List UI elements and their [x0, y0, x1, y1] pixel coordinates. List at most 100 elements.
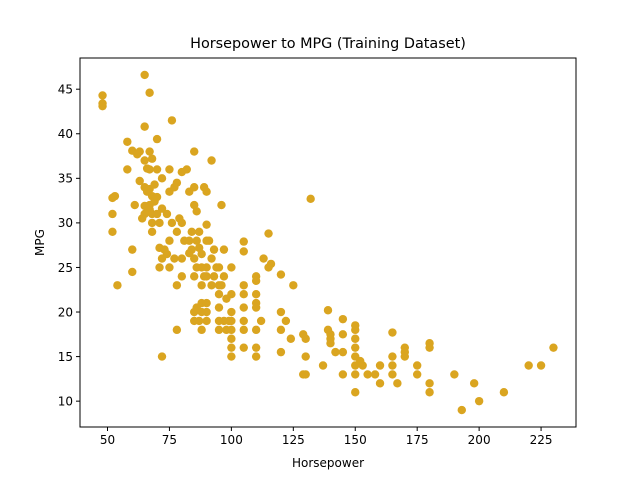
data-point	[289, 281, 298, 290]
data-point	[172, 325, 182, 335]
data-point	[177, 272, 187, 281]
data-point	[187, 227, 196, 236]
data-point	[145, 165, 154, 174]
data-point	[202, 272, 211, 281]
data-point	[145, 88, 154, 97]
y-tick-label: 25	[58, 261, 73, 275]
data-point	[162, 209, 172, 219]
x-tick-label: 150	[344, 433, 367, 447]
data-point	[388, 328, 397, 337]
data-point	[450, 370, 459, 379]
data-point	[162, 249, 172, 259]
data-point	[147, 154, 157, 163]
data-point	[457, 405, 466, 415]
data-point	[152, 192, 162, 202]
data-point	[388, 361, 397, 370]
data-point	[98, 101, 107, 111]
data-point	[338, 347, 348, 357]
data-point	[227, 325, 236, 335]
data-point	[227, 263, 236, 272]
data-point	[338, 314, 348, 324]
x-axis-label: Horsepower	[292, 456, 364, 470]
data-point	[338, 370, 348, 379]
data-point	[239, 343, 248, 352]
data-point	[264, 229, 273, 238]
data-point	[207, 281, 216, 290]
data-point	[281, 316, 291, 326]
data-point	[190, 272, 199, 281]
data-point	[251, 276, 261, 286]
data-point	[113, 281, 122, 290]
data-point	[197, 325, 206, 335]
data-point	[214, 263, 224, 272]
data-point	[217, 200, 226, 210]
data-point	[301, 334, 310, 343]
y-axis-ticks: 10 15 20 25 30 35 40 45	[58, 82, 80, 408]
y-tick-label: 20	[58, 305, 73, 319]
data-point	[135, 176, 144, 186]
data-point	[259, 254, 268, 263]
data-point	[217, 281, 226, 290]
x-tick-label: 75	[162, 433, 177, 447]
data-point	[190, 183, 199, 192]
data-point	[165, 236, 174, 245]
data-point	[239, 316, 248, 326]
data-point	[209, 272, 219, 281]
data-point	[185, 236, 194, 245]
points-layer	[98, 70, 558, 415]
data-point	[375, 379, 385, 388]
data-point	[388, 352, 397, 361]
data-point	[338, 330, 348, 339]
data-point	[145, 147, 154, 156]
data-point	[358, 361, 367, 370]
data-point	[202, 298, 211, 308]
data-point	[412, 370, 422, 379]
data-point	[375, 361, 385, 370]
data-point	[214, 325, 224, 335]
data-point	[202, 187, 211, 196]
data-point	[239, 247, 248, 256]
data-point	[388, 370, 397, 379]
data-point	[157, 352, 167, 361]
data-point	[182, 165, 191, 174]
data-point	[172, 227, 182, 236]
data-point	[167, 116, 177, 125]
data-point	[251, 290, 261, 299]
data-point	[425, 388, 434, 397]
data-point	[167, 218, 177, 228]
data-point	[400, 352, 409, 361]
data-point	[147, 218, 157, 228]
y-tick-label: 35	[58, 172, 73, 186]
data-point	[536, 361, 546, 370]
data-point	[128, 245, 137, 254]
data-point	[227, 316, 236, 326]
data-point	[214, 290, 224, 299]
data-point	[197, 281, 206, 290]
data-point	[98, 91, 107, 100]
data-point	[192, 207, 201, 216]
data-point	[207, 156, 216, 165]
x-tick-label: 200	[468, 433, 491, 447]
data-point	[301, 352, 310, 361]
data-point	[351, 370, 360, 379]
data-point	[209, 245, 219, 254]
data-point	[177, 218, 187, 228]
data-point	[202, 307, 211, 317]
data-point	[152, 209, 162, 219]
data-point	[108, 227, 117, 236]
data-point	[323, 306, 333, 315]
data-point	[150, 180, 159, 189]
data-point	[165, 165, 174, 174]
data-point	[227, 334, 236, 343]
y-tick-label: 45	[58, 82, 73, 96]
data-point	[326, 339, 335, 348]
data-point	[363, 370, 372, 379]
data-point	[318, 361, 328, 370]
data-point	[135, 147, 144, 156]
data-point	[140, 70, 149, 80]
data-point	[152, 134, 162, 144]
y-axis-label: MPG	[33, 229, 47, 256]
